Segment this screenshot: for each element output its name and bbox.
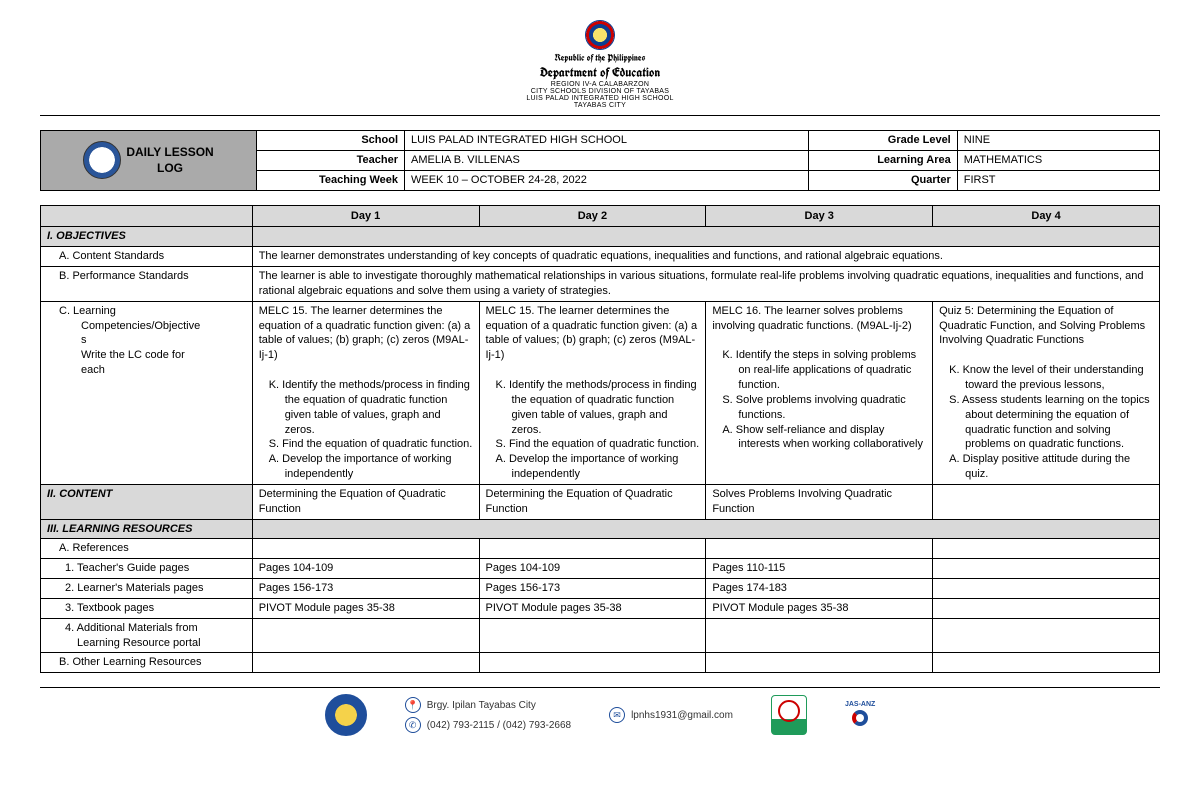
- lc-day4: Quiz 5: Determining the Equation of Quad…: [933, 301, 1160, 484]
- jas-icon: [852, 710, 868, 726]
- row-tb: 3. Textbook pages: [41, 598, 253, 618]
- content-d3: Solves Problems Involving Quadratic Func…: [706, 484, 933, 519]
- row-tg: 1. Teacher's Guide pages: [41, 559, 253, 579]
- label-quarter: Quarter: [809, 170, 957, 190]
- footer-phone: (042) 793-2115 / (042) 793-2668: [427, 720, 571, 731]
- row-learning-comp: C. Learning Competencies/Objective s Wri…: [41, 301, 253, 484]
- tg-d4: [933, 559, 1160, 579]
- tb-d4: [933, 598, 1160, 618]
- lm-d1: Pages 156-173: [252, 579, 479, 599]
- content-d2: Determining the Equation of Quadratic Fu…: [479, 484, 706, 519]
- content-d1: Determining the Equation of Quadratic Fu…: [252, 484, 479, 519]
- jas-label: JAS-ANZ: [845, 701, 875, 708]
- content-std-text: The learner demonstrates understanding o…: [252, 247, 1159, 267]
- tb-d2: PIVOT Module pages 35-38: [479, 598, 706, 618]
- email-icon: ✉: [609, 707, 625, 723]
- label-teacher: Teacher: [256, 150, 404, 170]
- value-teacher: AMELIA B. VILLENAS: [405, 150, 809, 170]
- lm-d4: [933, 579, 1160, 599]
- dll-title-1: DAILY LESSON: [126, 145, 213, 159]
- label-school: School: [256, 131, 404, 151]
- content-d4: [933, 484, 1160, 519]
- tg-d1: Pages 104-109: [252, 559, 479, 579]
- perf-std-text: The learner is able to investigate thoro…: [252, 267, 1159, 302]
- row-other: B. Other Learning Resources: [41, 653, 253, 673]
- lh-republic: Republic of the Philippines: [40, 52, 1160, 64]
- row-objectives-span: [252, 227, 1159, 247]
- dll-title-2: LOG: [157, 161, 183, 175]
- row-refs: A. References: [41, 539, 253, 559]
- letterhead: Republic of the Philippines Department o…: [40, 20, 1160, 116]
- dll-title-cell: DAILY LESSON LOG: [41, 131, 257, 191]
- row-objectives: I. OBJECTIVES: [41, 227, 253, 247]
- tg-d2: Pages 104-109: [479, 559, 706, 579]
- value-grade: NINE: [957, 131, 1159, 151]
- deped-seal-icon: [585, 20, 615, 50]
- row-perf-std: B. Performance Standards: [41, 267, 253, 302]
- footer-email: lpnhs1931@gmail.com: [631, 710, 733, 721]
- row-content: II. CONTENT: [41, 484, 253, 519]
- label-week: Teaching Week: [256, 170, 404, 190]
- row-content-std: A. Content Standards: [41, 247, 253, 267]
- value-week: WEEK 10 – OCTOBER 24-28, 2022: [405, 170, 809, 190]
- lc-day2: MELC 15. The learner determines the equa…: [479, 301, 706, 484]
- lh-city: TAYABAS CITY: [40, 102, 1160, 109]
- col-day4: Day 4: [933, 205, 1160, 227]
- col-day1: Day 1: [252, 205, 479, 227]
- lm-d3: Pages 174-183: [706, 579, 933, 599]
- lh-region: REGION IV-A CALABARZON: [40, 81, 1160, 88]
- page-footer: 📍 Brgy. Ipilan Tayabas City ✆ (042) 793-…: [40, 687, 1160, 736]
- tg-d3: Pages 110-115: [706, 559, 933, 579]
- col-day3: Day 3: [706, 205, 933, 227]
- lh-division: CITY SCHOOLS DIVISION OF TAYABAS: [40, 88, 1160, 95]
- lc-day3: MELC 16. The learner solves problems inv…: [706, 301, 933, 484]
- value-school: LUIS PALAD INTEGRATED HIGH SCHOOL: [405, 131, 809, 151]
- phone-icon: ✆: [405, 717, 421, 733]
- school-seal-icon: [83, 141, 121, 179]
- lh-school: LUIS PALAD INTEGRATED HIGH SCHOOL: [40, 95, 1160, 102]
- value-area: MATHEMATICS: [957, 150, 1159, 170]
- lh-deped: Department of Education: [40, 64, 1160, 81]
- label-area: Learning Area: [809, 150, 957, 170]
- tb-d3: PIVOT Module pages 35-38: [706, 598, 933, 618]
- col-day2: Day 2: [479, 205, 706, 227]
- tb-d1: PIVOT Module pages 35-38: [252, 598, 479, 618]
- lm-d2: Pages 156-173: [479, 579, 706, 599]
- footer-seal-icon: [325, 694, 367, 736]
- row-lm: 2. Learner's Materials pages: [41, 579, 253, 599]
- location-icon: 📍: [405, 697, 421, 713]
- col-blank: [41, 205, 253, 227]
- row-resources: III. LEARNING RESOURCES: [41, 519, 253, 539]
- lesson-plan-table: Day 1 Day 2 Day 3 Day 4 I. OBJECTIVES A.…: [40, 205, 1160, 674]
- cert-badge-icon: [771, 695, 807, 735]
- lc-day1: MELC 15. The learner determines the equa…: [252, 301, 479, 484]
- lesson-log-info-table: DAILY LESSON LOG School LUIS PALAD INTEG…: [40, 130, 1160, 191]
- label-grade: Grade Level: [809, 131, 957, 151]
- row-addl: 4. Additional Materials from Learning Re…: [41, 618, 253, 653]
- value-quarter: FIRST: [957, 170, 1159, 190]
- footer-address: Brgy. Ipilan Tayabas City: [427, 700, 536, 711]
